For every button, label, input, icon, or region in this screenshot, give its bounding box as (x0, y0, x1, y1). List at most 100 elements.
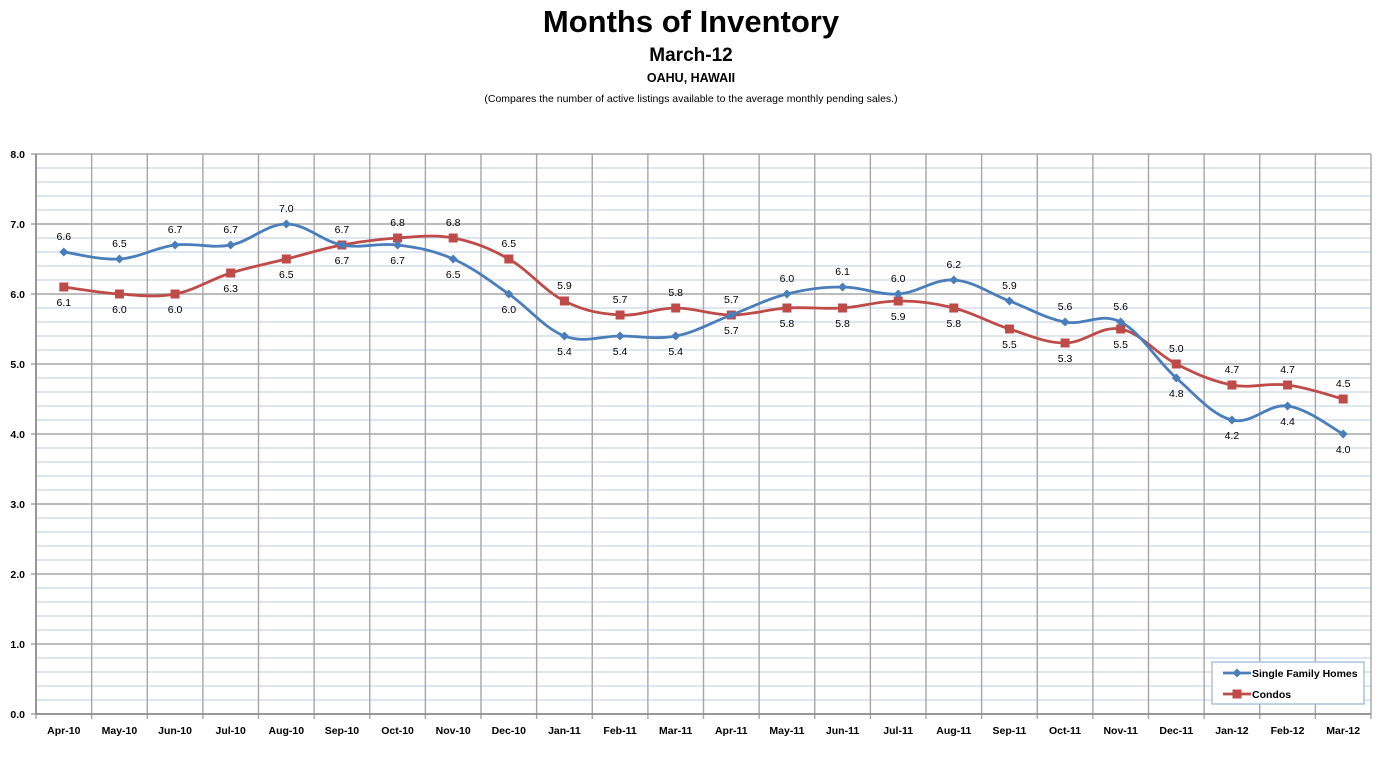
condos-marker (559, 296, 569, 306)
single-family-homes-data-label: 6.1 (835, 266, 850, 278)
condos-data-label: 5.8 (668, 287, 683, 299)
single-family-homes-marker (726, 310, 736, 320)
condos-marker (1116, 324, 1126, 334)
condos-data-label: 6.5 (502, 238, 517, 250)
single-family-homes-data-label: 6.5 (112, 238, 127, 250)
condos-marker (170, 289, 180, 299)
condos-marker (1227, 380, 1237, 390)
single-family-homes-marker (1227, 415, 1237, 425)
legend-diamond-icon (1232, 668, 1242, 678)
condos-marker (1283, 380, 1293, 390)
condos-data-label: 6.1 (57, 297, 72, 309)
single-family-homes-data-label: 5.9 (1002, 280, 1017, 292)
condos-data-label: 5.7 (613, 294, 628, 306)
x-tick-label: Oct-10 (381, 725, 414, 737)
single-family-homes-data-label: 6.7 (390, 255, 405, 267)
single-family-homes-marker (838, 282, 848, 292)
condos-marker (893, 296, 903, 306)
condos-marker (281, 254, 291, 264)
single-family-homes-data-label: 5.4 (668, 346, 683, 358)
y-tick-label: 7.0 (10, 219, 25, 231)
y-tick-label: 2.0 (10, 569, 25, 581)
single-family-homes-marker (281, 219, 291, 229)
single-family-homes-marker (448, 254, 458, 264)
single-family-homes-data-label: 5.4 (613, 346, 628, 358)
condos-marker (226, 268, 236, 278)
single-family-homes-marker (114, 254, 124, 264)
axes: 0.0 1.0 2.0 3.0 4.0 5.0 6.0 7.0 8.0 Apr-10 May-10 J… (10, 149, 1371, 737)
legend-square-icon (1232, 689, 1242, 699)
condos-data-label: 5.9 (891, 311, 906, 323)
single-family-homes-marker (170, 240, 180, 250)
condos-marker (393, 233, 403, 243)
condos-data-label: 4.7 (1280, 364, 1295, 376)
x-tick-label: Jan-11 (548, 725, 581, 737)
condos-marker (1338, 394, 1348, 404)
condos-marker (1171, 359, 1181, 369)
single-family-homes-marker (1116, 317, 1126, 327)
condos-data-label: 5.8 (947, 318, 962, 330)
single-family-homes-marker (1283, 401, 1293, 411)
x-tick-label: Jun-10 (158, 725, 192, 737)
y-tick-label: 0.0 (10, 709, 25, 721)
x-tick-label: Jun-11 (826, 725, 859, 737)
condos-data-label: 6.3 (223, 283, 238, 295)
single-family-homes-data-label: 6.6 (57, 231, 72, 243)
x-tick-label: May-11 (769, 725, 804, 737)
x-tick-label: Feb-12 (1271, 725, 1305, 737)
single-family-homes-data-label: 4.4 (1280, 416, 1295, 428)
condos-data-label: 6.5 (279, 269, 294, 281)
single-family-homes-data-label: 6.0 (780, 273, 795, 285)
condos-marker (782, 303, 792, 313)
condos-data-label: 5.7 (724, 325, 739, 337)
y-tick-label: 8.0 (10, 149, 25, 161)
single-family-homes-marker (671, 331, 681, 341)
single-family-homes-marker (226, 240, 236, 250)
single-family-homes-data-label: 6.7 (223, 224, 238, 236)
y-tick-label: 1.0 (10, 639, 25, 651)
series-lines (59, 219, 1348, 439)
data-labels: 6.6 6.5 6.7 6.7 7.0 6.7 6.7 6.5 6.0 5.4 5.4 5.4 5.7 6… (57, 203, 1351, 456)
single-family-homes-data-label: 7.0 (279, 203, 294, 215)
y-tick-label: 3.0 (10, 499, 25, 511)
x-tick-label: Nov-10 (436, 725, 471, 737)
chart-note: (Compares the number of active listings … (484, 93, 898, 105)
single-family-homes-data-label: 6.7 (335, 255, 350, 267)
gridlines (31, 153, 1372, 719)
single-family-homes-marker (1171, 373, 1181, 383)
condos-marker (838, 303, 848, 313)
chart-title: Months of Inventory (542, 4, 840, 39)
x-tick-label: Aug-10 (269, 725, 305, 737)
condos-data-label: 5.3 (1058, 353, 1073, 365)
x-tick-label: Mar-12 (1326, 725, 1360, 737)
single-family-homes-marker (1060, 317, 1070, 327)
condos-data-label: 5.5 (1002, 339, 1017, 351)
single-family-homes-data-label: 5.7 (724, 294, 739, 306)
single-family-homes-marker (1338, 429, 1348, 439)
single-family-homes-data-label: 6.5 (446, 269, 461, 281)
single-family-homes-data-label: 6.0 (502, 304, 517, 316)
single-family-homes-data-label: 4.2 (1225, 430, 1240, 442)
condos-marker (1004, 324, 1014, 334)
y-tick-label: 6.0 (10, 289, 25, 301)
condos-marker (615, 310, 625, 320)
x-tick-label: May-10 (102, 725, 138, 737)
chart-subtitle: March-12 (649, 45, 733, 66)
x-tick-label: Aug-11 (936, 725, 971, 737)
chart-location: OAHU, HAWAII (646, 71, 736, 85)
condos-data-label: 5.0 (1169, 343, 1184, 355)
condos-marker (114, 289, 124, 299)
x-tick-label: Apr-11 (715, 725, 748, 737)
single-family-homes-data-label: 5.6 (1113, 301, 1128, 313)
condos-data-label: 5.8 (835, 318, 850, 330)
condos-data-label: 6.8 (446, 217, 461, 229)
single-family-homes-marker (782, 289, 792, 299)
x-tick-label: Jul-10 (216, 725, 247, 737)
x-tick-label: Sep-11 (993, 725, 1027, 737)
legend-label: Single Family Homes (1252, 668, 1358, 680)
condos-data-label: 5.5 (1113, 339, 1128, 351)
x-tick-label: Nov-11 (1103, 725, 1138, 737)
x-tick-label: Jul-11 (883, 725, 913, 737)
x-tick-label: Oct-11 (1049, 725, 1081, 737)
